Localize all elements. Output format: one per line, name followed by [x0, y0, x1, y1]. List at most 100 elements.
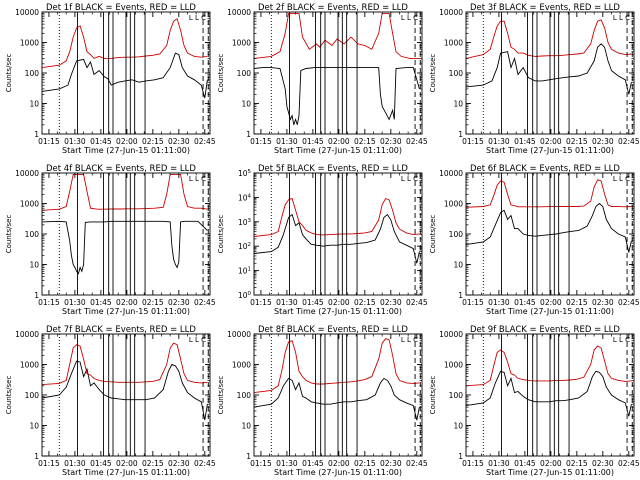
y-tick-label: 10 [29, 422, 39, 431]
series-line-lld [42, 18, 208, 69]
y-tick-label: 1000 [20, 39, 39, 48]
x-tick-label: 01:30 [64, 298, 86, 307]
x-tick-label: 02:15 [354, 137, 376, 146]
y-tick-label: 10000 [227, 8, 251, 17]
x-tick-label: 02:45 [618, 459, 640, 468]
x-tick-label: 02:00 [540, 459, 562, 468]
panel-title: Det 9f BLACK = Events, RED = LLD [470, 325, 620, 335]
panel-title: Det 8f BLACK = Events, RED = LLD [258, 325, 408, 335]
y-tick-label: 100 [237, 391, 252, 400]
y-tick-label: 10000 [15, 169, 39, 178]
x-tick-label: 01:45 [90, 137, 112, 146]
y-axis-label: Counts/sec [429, 215, 437, 254]
series-line-lld [466, 179, 632, 208]
series-line-events [42, 220, 208, 275]
y-axis-label: Counts/sec [217, 54, 225, 93]
x-tick-label: 01:15 [462, 459, 484, 468]
x-tick-label: 01:15 [462, 137, 484, 146]
y-tick-label: 1000 [444, 361, 463, 370]
x-tick-label: 01:45 [514, 137, 536, 146]
corner-marks: L L C [613, 175, 630, 183]
x-tick-label: 02:00 [116, 298, 138, 307]
series-line-events [466, 43, 632, 95]
x-tick-label: 02:30 [380, 298, 402, 307]
panel-title: Det 2f BLACK = Events, RED = LLD [258, 3, 408, 13]
series-line-lld [254, 12, 420, 59]
panel-title: Det 7f BLACK = Events, RED = LLD [46, 325, 196, 335]
y-tick-label: 10000 [439, 330, 463, 339]
x-tick-label: 01:30 [488, 298, 510, 307]
y-axis-label: Counts/sec [217, 376, 225, 415]
x-axis-label: Start Time (27-Jun-15 01:11:00) [486, 307, 614, 316]
corner-marks: L L C [401, 175, 418, 183]
y-tick-label: 100 [237, 69, 252, 78]
x-tick-label: 02:00 [328, 459, 350, 468]
x-tick-label: 02:30 [592, 298, 614, 307]
x-tick-label: 02:15 [566, 459, 588, 468]
y-tick-label: 10 [453, 422, 463, 431]
series-line-lld [42, 342, 208, 386]
series-line-events [466, 202, 632, 253]
x-tick-label: 02:30 [592, 459, 614, 468]
series-line-lld [254, 197, 420, 237]
x-tick-label: 01:45 [514, 459, 536, 468]
x-tick-label: 02:15 [354, 459, 376, 468]
x-tick-label: 01:45 [302, 459, 324, 468]
x-tick-label: 01:15 [38, 137, 60, 146]
x-tick-label: 02:00 [540, 298, 562, 307]
x-tick-label: 01:15 [250, 137, 272, 146]
y-tick-label: 1000 [20, 361, 39, 370]
x-tick-label: 01:15 [38, 459, 60, 468]
y-tick-label: 10 [453, 100, 463, 109]
y-tick-label: 100 [25, 69, 40, 78]
x-tick-label: 02:00 [328, 298, 350, 307]
series-line-events [42, 360, 208, 421]
x-tick-label: 02:45 [194, 459, 216, 468]
x-tick-label: 02:45 [194, 298, 216, 307]
corner-marks: L L C [401, 14, 418, 22]
x-tick-label: 02:45 [406, 137, 428, 146]
y-tick-label: 1 [458, 291, 463, 300]
series-line-lld [466, 345, 632, 387]
panel-title: Det 4f BLACK = Events, RED = LLD [46, 164, 196, 174]
y-tick-label: 1 [458, 452, 463, 461]
x-tick-label: 02:15 [142, 298, 164, 307]
x-tick-label: 01:30 [488, 137, 510, 146]
series-line-events [254, 67, 420, 125]
y-tick-label: 102 [238, 242, 251, 251]
x-tick-label: 01:30 [276, 137, 298, 146]
x-axis-label: Start Time (27-Jun-15 01:11:00) [62, 146, 190, 155]
y-tick-label: 100 [449, 69, 464, 78]
x-tick-label: 02:45 [406, 298, 428, 307]
y-axis-label: Counts/sec [429, 54, 437, 93]
corner-marks: L L C [189, 175, 206, 183]
y-tick-label: 100 [449, 230, 464, 239]
x-tick-label: 02:30 [380, 137, 402, 146]
panel-title: Det 5f BLACK = Events, RED = LLD [258, 164, 408, 174]
series-line-events [42, 52, 208, 99]
y-tick-label: 100 [238, 291, 252, 300]
y-tick-label: 1 [458, 130, 463, 139]
x-axis-label: Start Time (27-Jun-15 01:11:00) [486, 146, 614, 155]
panel-title: Det 1f BLACK = Events, RED = LLD [46, 3, 196, 13]
y-axis-label: Counts/sec [5, 54, 13, 93]
y-tick-label: 105 [238, 169, 252, 178]
y-tick-label: 101 [238, 267, 251, 276]
panel-title: Det 3f BLACK = Events, RED = LLD [470, 3, 620, 13]
y-tick-label: 1000 [444, 39, 463, 48]
y-tick-label: 10000 [439, 169, 463, 178]
y-axis-label: Counts/sec [429, 376, 437, 415]
x-axis-label: Start Time (27-Jun-15 01:11:00) [274, 307, 402, 316]
series-line-lld [42, 173, 208, 211]
x-tick-label: 02:45 [194, 137, 216, 146]
x-tick-label: 02:15 [142, 137, 164, 146]
y-tick-label: 10000 [439, 8, 463, 17]
y-tick-label: 103 [238, 218, 252, 227]
series-line-lld [254, 338, 420, 394]
y-tick-label: 10 [241, 422, 251, 431]
y-tick-label: 1000 [232, 39, 251, 48]
